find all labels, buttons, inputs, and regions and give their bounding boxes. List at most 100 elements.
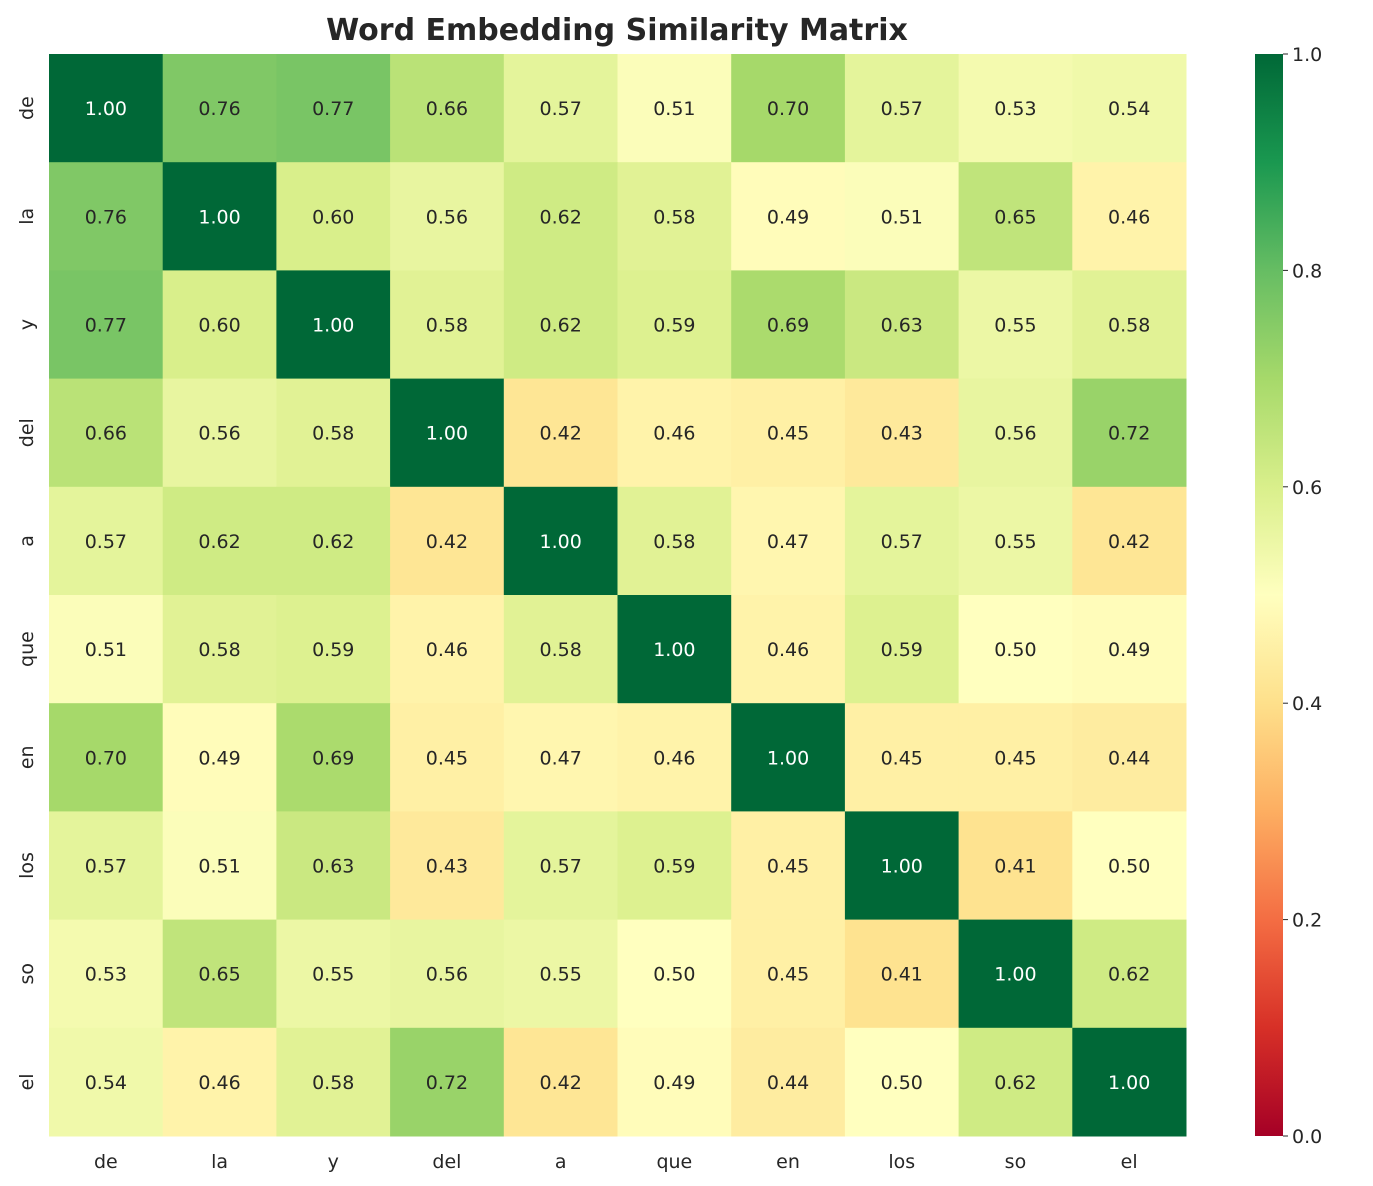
heatmap-cell [731, 919, 846, 1029]
cell-annotation: 0.56 [198, 423, 240, 445]
cell-annotation: 0.57 [881, 531, 923, 553]
cell-annotation: 0.58 [653, 531, 695, 553]
heatmap-cell [162, 486, 277, 596]
cell-annotation: 0.51 [85, 639, 127, 661]
heatmap-cell [731, 162, 846, 271]
cell-annotation: 0.57 [539, 856, 581, 878]
cell-annotation: 0.45 [767, 964, 809, 986]
cell-annotation: 0.49 [1108, 639, 1150, 661]
cell-annotation: 0.42 [539, 1072, 581, 1094]
cell-annotation: 0.62 [198, 531, 240, 553]
cell-annotation: 0.55 [994, 531, 1036, 553]
y-tick-label: en [16, 745, 38, 769]
heatmap-cell [1072, 162, 1187, 271]
cell-annotation: 1.00 [198, 206, 240, 228]
cell-annotation: 0.45 [426, 747, 468, 769]
y-tick-label: y [16, 319, 38, 330]
y-tick-label: la [16, 208, 38, 225]
cell-annotation: 0.59 [881, 639, 923, 661]
heatmap-cell [844, 919, 960, 1029]
colorbar-tick-label: 0.6 [1292, 477, 1322, 499]
y-tick-label: el [16, 1073, 38, 1090]
heatmap-cell [503, 378, 618, 488]
cell-annotation: 1.00 [881, 856, 923, 878]
heatmap-cell [49, 919, 164, 1029]
cell-annotation: 0.43 [426, 856, 468, 878]
cell-annotation: 0.58 [539, 639, 581, 661]
heatmap-cell [1072, 811, 1187, 921]
heatmap-cell [958, 811, 1073, 921]
heatmap-cell [844, 162, 960, 271]
cell-annotation: 1.00 [312, 315, 354, 337]
cell-annotation: 0.72 [426, 1072, 468, 1094]
heatmap-cell [503, 595, 618, 704]
cell-annotation: 0.62 [312, 531, 354, 553]
cell-annotation: 1.00 [994, 964, 1036, 986]
x-tick-label: so [1005, 1151, 1027, 1173]
cell-annotation: 0.51 [653, 98, 695, 120]
heatmap-cell [503, 486, 618, 596]
cell-annotation: 0.51 [881, 206, 923, 228]
cell-annotation: 0.58 [312, 1072, 354, 1094]
heatmap-cell [49, 54, 164, 163]
cell-annotation: 0.45 [994, 747, 1036, 769]
cell-annotation: 0.66 [85, 423, 127, 445]
cell-annotation: 0.53 [85, 964, 127, 986]
heatmap-cell [731, 703, 846, 812]
y-tick-label: a [16, 535, 38, 547]
heatmap-cell [958, 595, 1073, 704]
heatmap-cell [276, 703, 391, 812]
heatmap-cell [503, 270, 618, 380]
y-tick-label: del [16, 418, 38, 447]
heatmap-cell [617, 270, 732, 380]
cell-annotation: 0.65 [198, 964, 240, 986]
heatmap-cell [390, 595, 505, 704]
cell-annotation: 0.58 [198, 639, 240, 661]
cell-annotation: 0.44 [1108, 747, 1150, 769]
colorbar [1255, 54, 1283, 1136]
y-tick-label: que [16, 631, 38, 667]
cell-annotation: 1.00 [426, 423, 468, 445]
cell-annotation: 0.50 [1108, 856, 1150, 878]
heatmap-cell [390, 703, 505, 812]
heatmap-cell [162, 270, 277, 380]
cell-annotation: 0.69 [312, 747, 354, 769]
cell-annotation: 0.50 [881, 1072, 923, 1094]
chart-title: Word Embedding Similarity Matrix [326, 13, 908, 48]
x-tick-label: que [656, 1151, 692, 1173]
cell-annotation: 0.47 [539, 747, 581, 769]
cell-annotation: 0.57 [539, 98, 581, 120]
heatmap-cell [958, 1027, 1073, 1137]
heatmap-cell [958, 919, 1073, 1029]
cell-annotation: 0.62 [539, 315, 581, 337]
heatmap-cell [390, 378, 505, 488]
colorbar-ticks: 0.0 0.2 0.4 0.6 0.8 1.0 [1283, 44, 1322, 1148]
cell-annotation: 0.65 [994, 206, 1036, 228]
cell-annotation: 0.76 [85, 206, 127, 228]
heatmap-cell [162, 919, 277, 1029]
heatmap-cell [276, 486, 391, 596]
heatmap-cell [503, 919, 618, 1029]
cell-annotation: 0.58 [312, 423, 354, 445]
heatmap-cell [49, 703, 164, 812]
heatmap-cell [617, 486, 732, 596]
cell-annotation: 0.49 [767, 206, 809, 228]
heatmap-cell [731, 378, 846, 488]
cell-annotation: 0.77 [312, 98, 354, 120]
heatmap-cell [49, 486, 164, 596]
heatmap-cell [276, 378, 391, 488]
heatmap-cell [162, 378, 277, 488]
cell-annotation: 1.00 [85, 98, 127, 120]
x-tick-labels: de la y del a que en los so el [94, 1151, 1138, 1173]
cell-annotation: 0.42 [539, 423, 581, 445]
cell-annotation: 0.58 [426, 315, 468, 337]
heatmap-cell [390, 919, 505, 1029]
heatmap-cell [1072, 1027, 1187, 1137]
heatmap-cell [49, 595, 164, 704]
heatmap-cell [958, 486, 1073, 596]
cell-annotation: 0.41 [881, 964, 923, 986]
x-tick-label: la [211, 1151, 228, 1173]
heatmap-cell [390, 54, 505, 163]
heatmap-cell [390, 1027, 505, 1137]
